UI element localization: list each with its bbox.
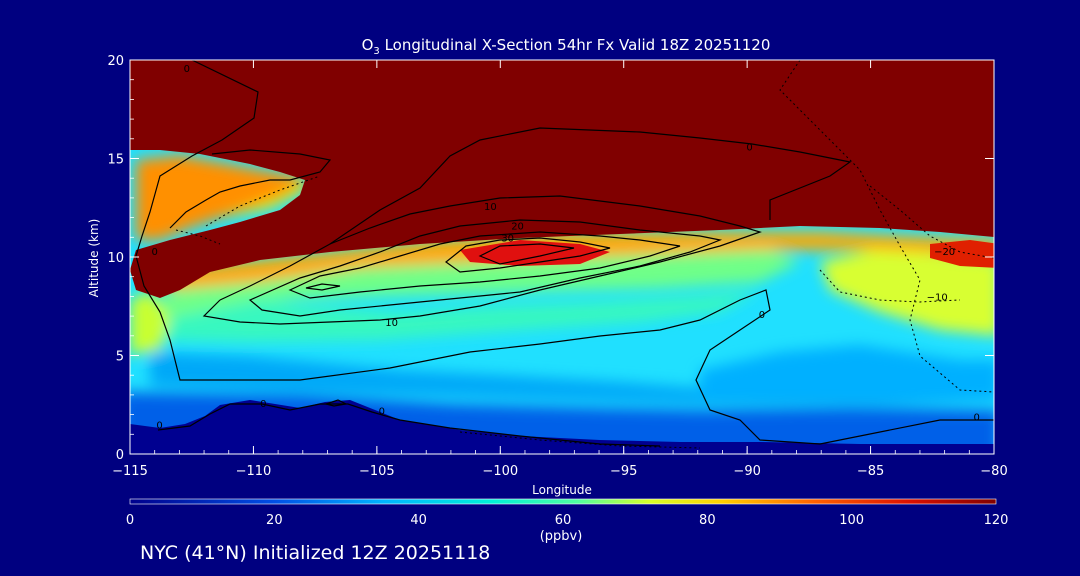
field-east-red xyxy=(930,240,994,268)
ozone-field xyxy=(130,60,994,454)
field-stratosphere xyxy=(130,60,994,298)
x-tick-label: −80 xyxy=(980,464,1007,479)
field-band-west-yellow xyxy=(130,290,170,355)
x-tick-label: −105 xyxy=(359,464,395,479)
footer-caption: NYC (41°N) Initialized 12Z 20251118 xyxy=(140,542,491,564)
y-tick-label: 5 xyxy=(116,350,124,365)
x-tick-label: −115 xyxy=(112,464,148,479)
contour-zero-upper xyxy=(169,149,332,229)
field-band-cyan-green xyxy=(160,290,760,342)
contour-zero-outer xyxy=(135,60,994,445)
contour-negative-lines xyxy=(175,60,994,449)
x-axis: −115 −110 −105 −100 −95 −90 −85 −80 xyxy=(112,60,1008,479)
contour-terrain-loop xyxy=(323,399,348,407)
contour-label: −20 xyxy=(934,247,955,258)
field-terrain xyxy=(130,400,994,454)
contour-label: 0 xyxy=(260,399,266,410)
colorbar-tick-label: 120 xyxy=(984,513,1009,528)
colorbar-tick-label: 0 xyxy=(126,513,134,528)
contour-label: 0 xyxy=(184,64,190,75)
contour-label: 0 xyxy=(156,420,162,431)
x-tick-label: −95 xyxy=(610,464,637,479)
y-tick-label: 20 xyxy=(107,54,124,69)
contour-terrain-zero xyxy=(157,403,661,447)
x-tick-label: −85 xyxy=(857,464,884,479)
colorbar-ticks: 0 20 40 60 80 100 120 xyxy=(126,513,1009,528)
contour-label: −10 xyxy=(927,292,948,303)
contour-label: 0 xyxy=(759,310,765,321)
y-tick-label: 0 xyxy=(116,448,124,463)
contour-neg-upper-west xyxy=(205,175,321,227)
colorbar-tick-label: 80 xyxy=(699,513,716,528)
contour-label: 0 xyxy=(151,247,157,258)
colorbar-tick-label: 20 xyxy=(266,513,283,528)
y-axis: 0 5 10 15 20 xyxy=(107,54,994,463)
contour-label: 10 xyxy=(385,318,398,329)
contour-label: 0 xyxy=(746,143,752,154)
contour-label: 0 xyxy=(974,413,980,424)
field-band-green xyxy=(160,246,800,320)
contour-neg-east-outer xyxy=(779,60,994,393)
contour-label: 30 xyxy=(501,233,514,244)
colorbar-tick-label: 100 xyxy=(839,513,864,528)
contour-ten-mid xyxy=(248,219,723,317)
contour-neg-east-inner xyxy=(869,185,994,259)
x-tick-label: −100 xyxy=(482,464,518,479)
x-axis-label: Longitude xyxy=(532,483,592,497)
contour-neg-surface xyxy=(459,431,701,449)
x-tick-label: −110 xyxy=(236,464,272,479)
field-cold-core xyxy=(460,240,610,266)
field-band-orange xyxy=(150,232,994,290)
x-tick-label: −90 xyxy=(733,464,760,479)
y-tick-label: 15 xyxy=(107,153,124,168)
contour-label: 0 xyxy=(379,407,385,418)
contour-forty xyxy=(478,243,575,265)
y-axis-label: Altitude (km) xyxy=(87,219,101,298)
contour-twenty xyxy=(288,231,681,299)
y-tick-label: 10 xyxy=(107,251,124,266)
field-band-east-blue xyxy=(700,345,994,400)
chart-title: O3 Longitudinal X-Section 54hr Fx Valid … xyxy=(362,36,771,57)
contour-neg-east-mid xyxy=(819,269,961,303)
colorbar-tick-label: 40 xyxy=(410,513,427,528)
contour-thirty xyxy=(445,237,611,273)
colorbar xyxy=(129,498,997,505)
contour-small-loop xyxy=(305,283,341,291)
contour-ten-outer xyxy=(202,195,762,325)
contour-label: 20 xyxy=(511,221,524,232)
colorbar-tick-label: 60 xyxy=(555,513,572,528)
contour-label: 10 xyxy=(484,202,497,213)
contour-zero-stratosphere xyxy=(329,127,852,245)
contour-lines xyxy=(135,60,994,447)
colorbar-units: (ppbv) xyxy=(540,529,583,544)
field-band-east-yellow xyxy=(820,248,994,336)
